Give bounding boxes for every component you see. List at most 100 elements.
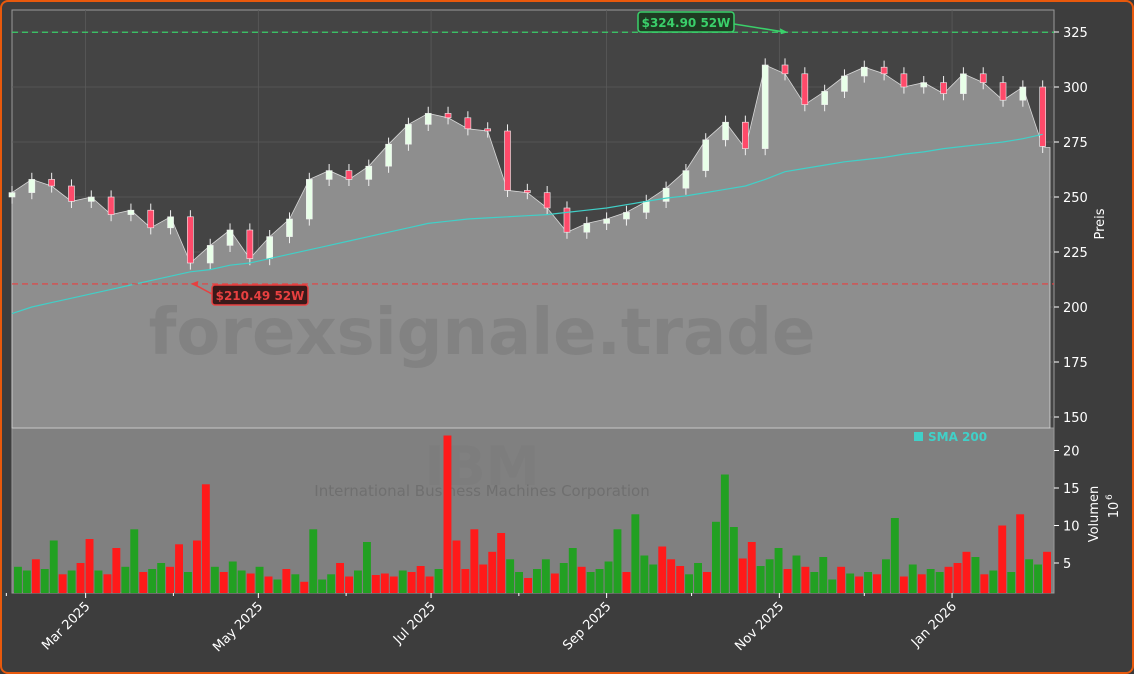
volume-bar bbox=[998, 525, 1007, 593]
volume-bar bbox=[210, 566, 219, 594]
candle bbox=[365, 165, 373, 180]
volume-bar bbox=[327, 574, 336, 594]
volume-bar bbox=[980, 574, 989, 594]
volume-bar bbox=[49, 540, 58, 593]
volume-bar bbox=[380, 573, 389, 593]
volume-bar bbox=[622, 572, 631, 593]
volume-bar bbox=[631, 514, 640, 594]
volume-bar bbox=[291, 574, 300, 594]
candle bbox=[920, 82, 928, 88]
volume-bar bbox=[40, 569, 49, 593]
price-tick-label: 175 bbox=[1063, 356, 1088, 371]
candle bbox=[524, 190, 531, 193]
volume-bar bbox=[756, 566, 765, 593]
volume-bar bbox=[729, 527, 738, 593]
volume-bar bbox=[595, 569, 604, 593]
volume-bar bbox=[336, 563, 344, 593]
volume-bar bbox=[434, 569, 443, 593]
volume-bar bbox=[828, 579, 837, 593]
volume-bar bbox=[649, 564, 658, 593]
candle bbox=[722, 121, 729, 141]
candle bbox=[167, 216, 174, 229]
volume-bar bbox=[738, 558, 747, 593]
candle bbox=[405, 124, 412, 145]
volume-bar bbox=[479, 564, 488, 593]
volume-bar bbox=[255, 566, 264, 594]
volume-bar bbox=[139, 572, 148, 593]
volume-bar bbox=[1007, 572, 1016, 593]
candle bbox=[1019, 86, 1027, 101]
time-tick-label: Jul 2025 bbox=[390, 599, 439, 648]
volume-bar bbox=[837, 566, 846, 594]
price-tick-label: 150 bbox=[1063, 411, 1088, 426]
candle bbox=[821, 91, 828, 105]
candle bbox=[187, 216, 194, 264]
volume-bar bbox=[309, 529, 318, 594]
candle bbox=[960, 73, 967, 94]
volume-bar bbox=[85, 539, 94, 593]
volume-bar bbox=[577, 566, 586, 594]
volume-bar bbox=[264, 576, 273, 593]
watermark-site: forexsignale.trade bbox=[149, 296, 816, 370]
volume-bar bbox=[175, 544, 183, 594]
time-tick-label: May 2025 bbox=[210, 599, 266, 655]
candle bbox=[860, 66, 868, 77]
volume-bar bbox=[882, 559, 890, 594]
volume-bar bbox=[425, 576, 434, 593]
volume-bar bbox=[237, 570, 246, 593]
legend-sma-swatch bbox=[914, 432, 923, 441]
candle bbox=[940, 82, 947, 94]
volume-panel bbox=[11, 427, 1055, 594]
candle bbox=[999, 82, 1007, 101]
volume-bar bbox=[712, 521, 720, 594]
volume-bar bbox=[103, 574, 112, 594]
volume-bar bbox=[389, 576, 398, 593]
candle bbox=[206, 245, 214, 264]
volume-bar bbox=[273, 579, 282, 593]
high-52w-arrowhead bbox=[779, 28, 788, 35]
volume-bar bbox=[586, 572, 595, 593]
watermark-company: International Business Machines Corporat… bbox=[314, 482, 649, 500]
candle bbox=[127, 209, 135, 215]
volume-bar bbox=[926, 569, 935, 593]
volume-bar bbox=[783, 569, 792, 593]
volume-bar bbox=[300, 581, 309, 594]
legend-sma-label: SMA 200 bbox=[928, 430, 987, 444]
volume-bar bbox=[613, 529, 622, 594]
low-52w-label: $210.49 52W bbox=[216, 289, 305, 303]
volume-bar bbox=[443, 435, 452, 593]
candle bbox=[424, 113, 432, 125]
volume-bar bbox=[953, 563, 962, 593]
volume-bar bbox=[908, 564, 917, 593]
candle bbox=[68, 185, 75, 202]
candle bbox=[682, 170, 690, 189]
volume-bar bbox=[1016, 514, 1025, 594]
volume-bar bbox=[193, 540, 201, 593]
volume-bar bbox=[67, 570, 76, 593]
volume-bar bbox=[345, 576, 353, 593]
candle bbox=[801, 73, 809, 105]
volume-bar bbox=[658, 546, 667, 593]
volume-bar bbox=[792, 555, 801, 593]
volume-unit-exp: 6 bbox=[1105, 494, 1115, 500]
volume-bar bbox=[890, 518, 899, 593]
volume-bar bbox=[559, 563, 568, 593]
candle bbox=[642, 201, 650, 213]
volume-bar bbox=[899, 576, 908, 593]
volume-bar bbox=[398, 570, 407, 593]
high-52w-arrow bbox=[733, 23, 786, 33]
time-tick-label: Mar 2025 bbox=[39, 599, 93, 653]
price-tick-label: 250 bbox=[1063, 191, 1088, 206]
candle bbox=[761, 64, 769, 149]
volume-bar bbox=[112, 548, 121, 593]
candle bbox=[563, 207, 571, 233]
volume-bar bbox=[363, 542, 371, 593]
time-tick-label: Jan 2026 bbox=[908, 599, 960, 651]
volume-bar bbox=[1034, 564, 1042, 593]
candle bbox=[28, 179, 36, 193]
volume-tick-label: 5 bbox=[1063, 557, 1071, 572]
volume-bar bbox=[846, 573, 855, 593]
candle bbox=[147, 209, 155, 229]
volume-bar bbox=[488, 551, 497, 594]
